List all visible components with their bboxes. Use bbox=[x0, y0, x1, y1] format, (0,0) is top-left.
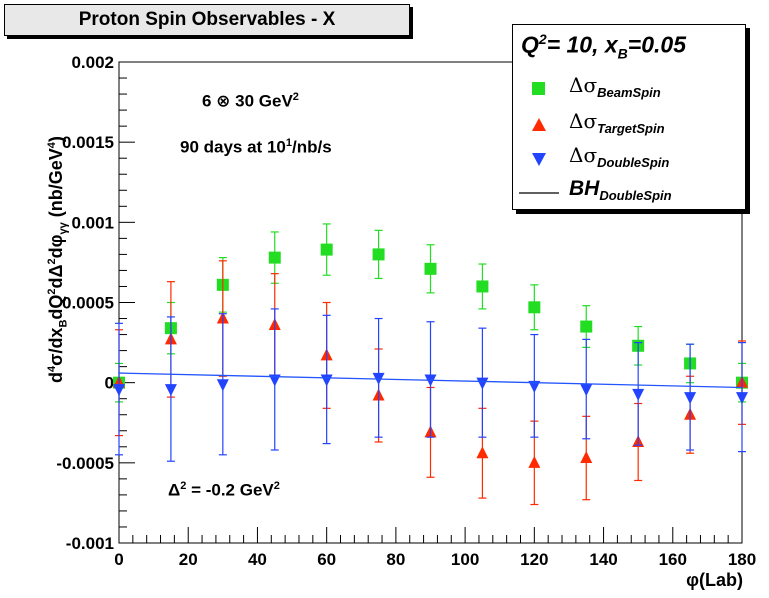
data-point-doublespin bbox=[268, 374, 281, 387]
data-point-beamspin bbox=[424, 262, 437, 275]
energy-annotation: 6 ⊗ 30 GeV2 bbox=[202, 91, 299, 111]
chart-title: Proton Spin Observables - X bbox=[4, 4, 410, 36]
data-point-beamspin bbox=[268, 251, 281, 264]
red-triangle-up-marker-icon bbox=[532, 118, 546, 131]
data-point-doublespin bbox=[320, 374, 333, 387]
data-point-doublespin bbox=[632, 388, 645, 401]
y-tick-label: -0.001 bbox=[66, 534, 114, 553]
data-point-beamspin bbox=[372, 248, 385, 261]
x-tick-label: 0 bbox=[114, 550, 123, 569]
legend: Q2= 10, xB=0.05 ΔσBeamSpin ΔσTargetSpin … bbox=[512, 24, 746, 210]
data-point-doublespin bbox=[580, 384, 593, 397]
legend-item-doublespin: ΔσDoubleSpin bbox=[513, 141, 745, 175]
x-tick-label: 40 bbox=[248, 550, 267, 569]
data-point-doublespin bbox=[164, 384, 177, 397]
x-tick-label: 80 bbox=[386, 550, 405, 569]
y-tick-label: 0.0015 bbox=[62, 133, 114, 152]
x-tick-label: 60 bbox=[317, 550, 336, 569]
data-point-beamspin bbox=[580, 320, 593, 333]
x-tick-label: 120 bbox=[520, 550, 548, 569]
data-point-doublespin bbox=[216, 379, 229, 392]
x-tick-label: 160 bbox=[659, 550, 687, 569]
delta-annotation: Δ2 = -0.2 GeV2 bbox=[168, 480, 280, 500]
y-tick-label: 0 bbox=[105, 374, 114, 393]
data-point-doublespin bbox=[113, 384, 125, 397]
data-point-doublespin bbox=[684, 392, 697, 405]
data-point-targetspin bbox=[580, 451, 593, 464]
line-marker-icon bbox=[519, 192, 559, 194]
data-point-beamspin bbox=[476, 280, 489, 293]
data-point-targetspin bbox=[528, 455, 541, 468]
legend-item-bh-doublespin: BHDoubleSpin bbox=[513, 175, 745, 209]
data-point-doublespin bbox=[736, 392, 748, 405]
data-point-beamspin bbox=[528, 301, 541, 314]
data-point-targetspin bbox=[476, 446, 489, 459]
x-axis-label: φ(Lab) bbox=[686, 570, 743, 590]
x-tick-label: 100 bbox=[451, 550, 479, 569]
blue-triangle-down-marker-icon bbox=[532, 153, 546, 166]
bh-doublespin-curve bbox=[118, 372, 743, 389]
green-square-marker-icon bbox=[532, 82, 545, 95]
data-point-doublespin bbox=[476, 377, 489, 390]
luminosity-annotation: 90 days at 101/nb/s bbox=[180, 137, 332, 157]
legend-item-beamspin: ΔσBeamSpin bbox=[513, 71, 745, 105]
y-tick-label: 0.002 bbox=[71, 53, 114, 72]
y-tick-label: -0.0005 bbox=[56, 454, 114, 473]
data-point-doublespin bbox=[528, 380, 541, 393]
legend-header: Q2= 10, xB=0.05 bbox=[521, 31, 686, 62]
x-tick-label: 180 bbox=[728, 550, 756, 569]
data-point-beamspin bbox=[320, 243, 333, 256]
x-tick-label: 140 bbox=[589, 550, 617, 569]
y-tick-label: 0.0005 bbox=[62, 294, 114, 313]
y-axis-label: d4σ/dxBdQ2dΔ2dφγγ (nb/GeV4) bbox=[46, 136, 70, 383]
legend-item-targetspin: ΔσTargetSpin bbox=[513, 107, 745, 141]
x-tick-label: 20 bbox=[179, 550, 198, 569]
y-tick-label: 0.001 bbox=[71, 213, 114, 232]
